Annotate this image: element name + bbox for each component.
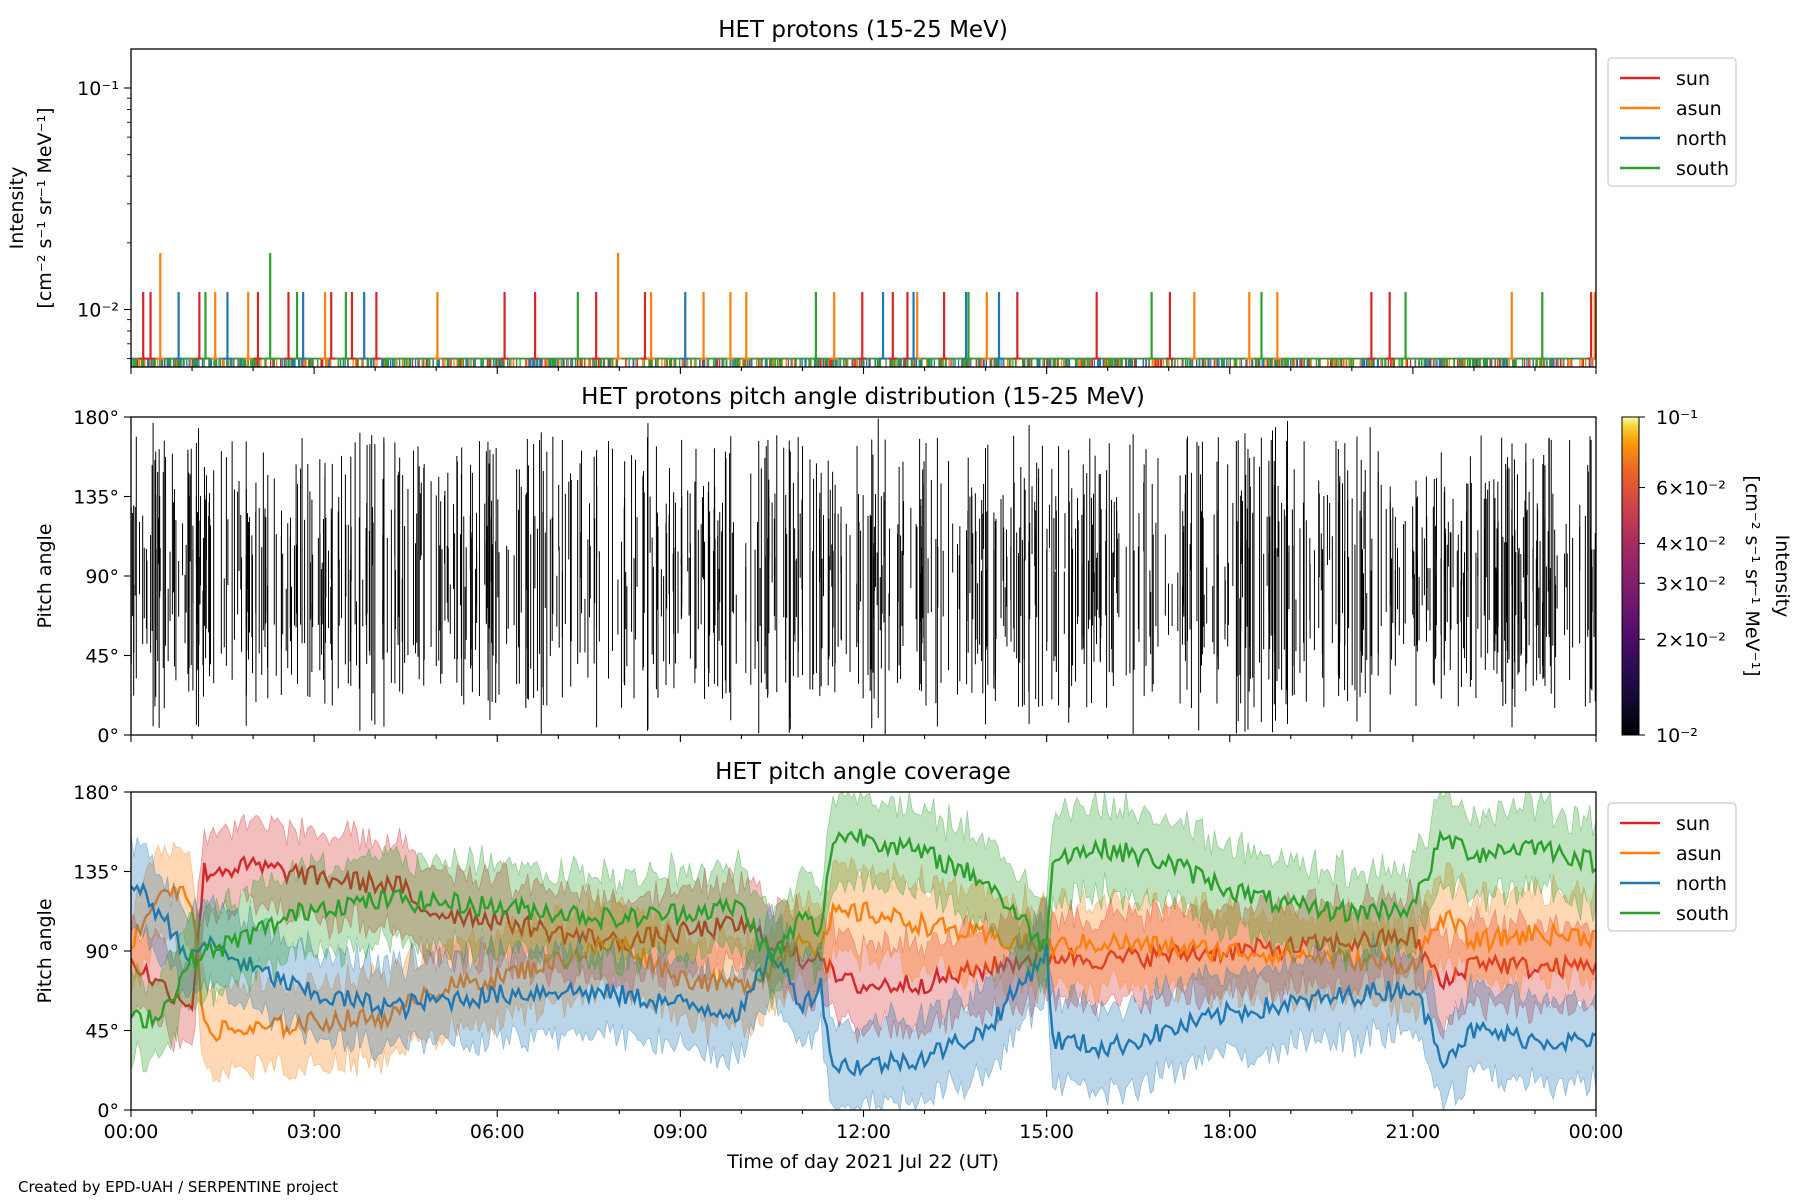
colorbar-tick-label: 10⁻¹ — [1656, 407, 1698, 429]
pad-plot-area — [131, 418, 1596, 735]
legend-label-north: north — [1676, 873, 1727, 895]
legend-box — [1607, 802, 1737, 932]
x-axis-label: Time of day 2021 Jul 22 (UT) — [726, 1151, 999, 1173]
colorbar-label-line1: Intensity — [1771, 535, 1793, 618]
y-tick-label: 45° — [85, 1021, 119, 1043]
x-tick-label: 12:00 — [836, 1121, 891, 1143]
y-tick-label: 10⁻¹ — [77, 78, 119, 100]
coverage-line-north — [131, 881, 1596, 1077]
legend-label-asun: asun — [1676, 843, 1722, 865]
panel-intensity: HET protons (15-25 MeV) 10⁻¹ 10⁻² Intensi… — [6, 17, 1737, 374]
legend-label-asun: asun — [1676, 98, 1722, 120]
legend-box — [1607, 57, 1737, 187]
coverage-band-asun — [131, 841, 1596, 1084]
x-tick-label: 00:00 — [1569, 1121, 1624, 1143]
coverage-band-north — [131, 834, 1596, 1110]
panel-coverage: HET pitch angle coverage 0° 45° 90° 135° 180… — [34, 759, 1737, 1143]
y-tick-label: 45° — [85, 646, 119, 668]
x-tick-label: 15:00 — [1019, 1121, 1074, 1143]
x-tick-label: 21:00 — [1385, 1121, 1440, 1143]
y-tick-label: 135° — [73, 487, 119, 509]
x-tick-label: 00:00 — [104, 1121, 159, 1143]
y-tick-label: 135° — [73, 862, 119, 884]
colorbar — [1621, 416, 1640, 736]
x-tick-label: 09:00 — [653, 1121, 708, 1143]
panel1-ylabel-line2: [cm⁻² s⁻¹ sr⁻¹ MeV⁻¹] — [34, 107, 56, 308]
coverage-plot-area — [131, 792, 1596, 1110]
panel2-title: HET protons pitch angle distribution (15… — [581, 384, 1145, 410]
panel1-x-ticks — [130, 367, 1597, 374]
y-tick-label: 10⁻² — [77, 299, 119, 321]
x-tick-label: 06:00 — [470, 1121, 525, 1143]
legend-label-sun: sun — [1676, 68, 1710, 90]
credit-text: Created by EPD-UAH / SERPENTINE project — [18, 1178, 338, 1196]
y-tick-label: 90° — [85, 941, 119, 963]
panel3-title: HET pitch angle coverage — [715, 759, 1011, 785]
y-tick-label: 90° — [85, 566, 119, 588]
x-tick-label: 18:00 — [1202, 1121, 1257, 1143]
y-tick-label: 0° — [97, 725, 119, 747]
colorbar-tick-label: 3×10⁻² — [1656, 573, 1726, 595]
panel1-legend: sun asun north south — [1607, 57, 1737, 187]
panel3-y-ticks: 0° 45° 90° 135° 180° — [73, 782, 131, 1122]
panel3-legend: sun asun north south — [1607, 802, 1737, 932]
legend-label-sun: sun — [1676, 813, 1710, 835]
panel2-x-ticks — [130, 735, 1597, 742]
colorbar-tick-label: 10⁻² — [1656, 725, 1698, 747]
panel1-ylabel-line1: Intensity — [6, 167, 28, 250]
x-tick-label: 03:00 — [287, 1121, 342, 1143]
colorbar-tick-label: 2×10⁻² — [1656, 629, 1726, 651]
panel-pad: HET protons pitch angle distribution (15… — [34, 384, 1793, 747]
panel1-y-ticks: 10⁻¹ 10⁻² — [77, 78, 131, 360]
colorbar-tick-label: 6×10⁻² — [1656, 478, 1726, 500]
y-tick-label: 0° — [97, 1100, 119, 1122]
coverage-band-sun — [131, 813, 1596, 1053]
panel3-ylabel: Pitch angle — [34, 898, 56, 1003]
legend-label-north: north — [1676, 128, 1727, 150]
colorbar-ticks: 10⁻¹ 6×10⁻² 4×10⁻² 3×10⁻² 2×10⁻² 10⁻² — [1639, 407, 1726, 747]
colorbar-tick-label: 4×10⁻² — [1656, 534, 1726, 556]
panel2-y-ticks: 0° 45° 90° 135° 180° — [73, 407, 131, 747]
colorbar-label-line2: [cm⁻² s⁻¹ sr⁻¹ MeV⁻¹] — [1741, 475, 1763, 676]
panel3-x-ticks: 00:00 03:00 06:00 09:00 12:00 15:00 18:00 21:00… — [104, 1110, 1624, 1143]
intensity-plot-area — [131, 252, 1596, 367]
legend-label-south: south — [1676, 158, 1729, 180]
panel2-ylabel: Pitch angle — [34, 523, 56, 628]
coverage-line-sun — [131, 855, 1596, 1012]
y-tick-label: 180° — [73, 782, 119, 804]
coverage-line-south — [131, 828, 1596, 1030]
panel1-title: HET protons (15-25 MeV) — [718, 17, 1008, 43]
coverage-band-south — [131, 792, 1596, 1073]
y-tick-label: 180° — [73, 407, 119, 429]
legend-label-south: south — [1676, 903, 1729, 925]
panel1-frame — [130, 48, 1597, 368]
coverage-line-asun — [131, 881, 1596, 1043]
